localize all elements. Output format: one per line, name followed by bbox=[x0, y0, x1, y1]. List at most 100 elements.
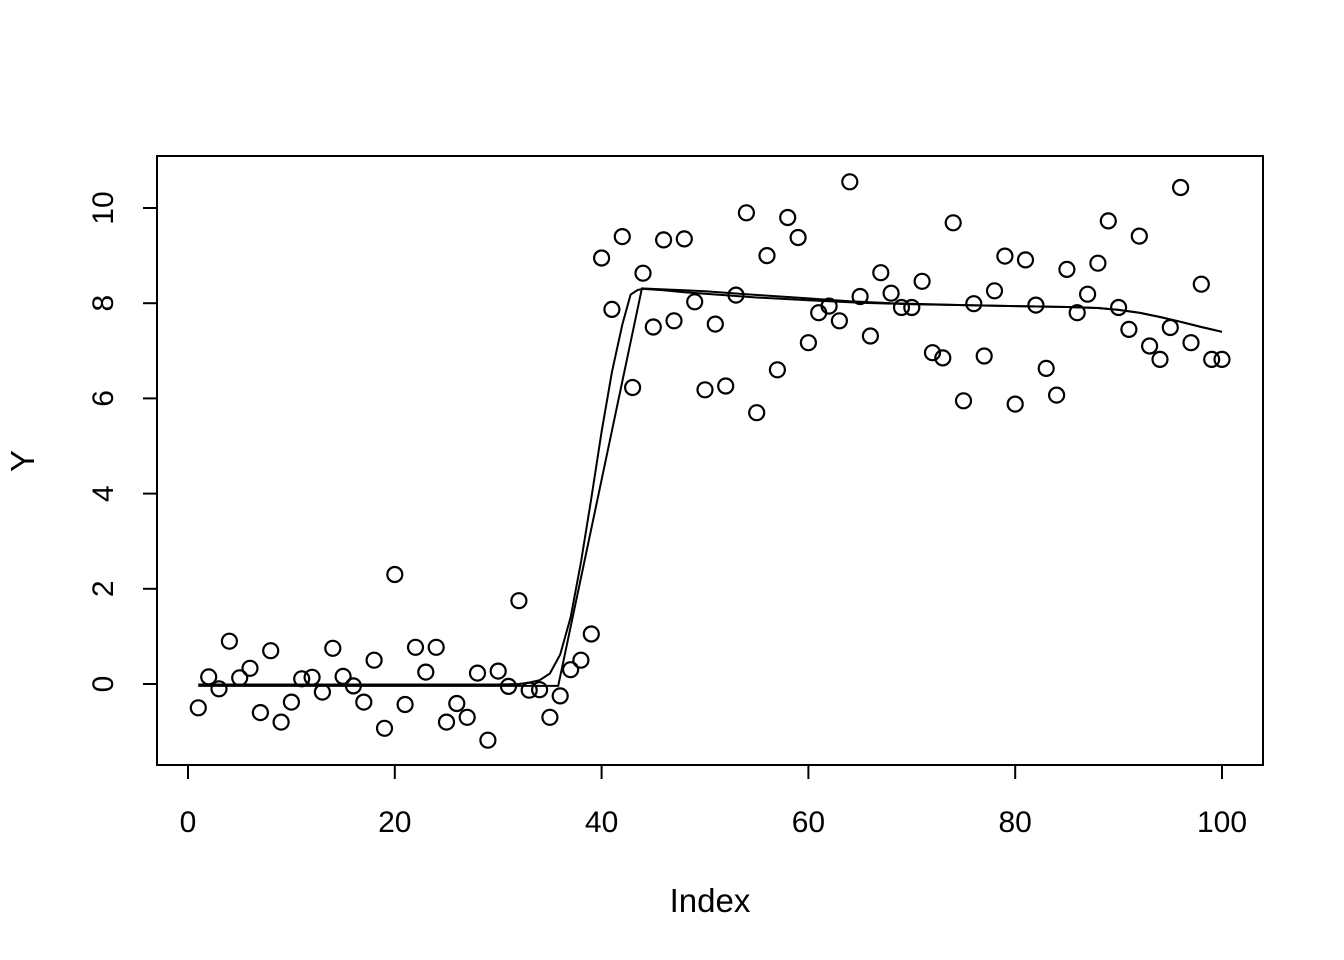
data-point bbox=[903, 298, 921, 317]
data-point bbox=[768, 361, 787, 379]
x-tick-label: 40 bbox=[585, 806, 618, 839]
data-point bbox=[375, 719, 394, 737]
data-point bbox=[417, 663, 435, 681]
data-point bbox=[541, 708, 559, 726]
data-point bbox=[623, 378, 642, 397]
data-point bbox=[985, 282, 1004, 300]
data-point bbox=[468, 664, 487, 682]
data-point bbox=[882, 284, 900, 302]
data-point bbox=[479, 731, 497, 749]
data-point bbox=[696, 381, 714, 399]
data-point bbox=[934, 349, 952, 367]
data-point bbox=[1182, 334, 1200, 352]
data-point bbox=[406, 638, 425, 656]
data-point bbox=[189, 699, 207, 717]
data-point bbox=[437, 713, 456, 731]
data-point bbox=[561, 661, 580, 679]
data-point bbox=[427, 638, 445, 656]
data-point bbox=[1120, 320, 1138, 338]
data-point bbox=[1203, 350, 1221, 368]
data-point bbox=[675, 230, 693, 248]
data-points bbox=[189, 173, 1231, 749]
data-point bbox=[603, 300, 621, 318]
data-point bbox=[1089, 254, 1107, 272]
data-point bbox=[954, 392, 973, 410]
data-point bbox=[282, 693, 300, 711]
data-point bbox=[551, 687, 569, 705]
data-point bbox=[851, 287, 869, 306]
data-point bbox=[386, 565, 404, 584]
data-point bbox=[210, 680, 228, 698]
x-axis-label: Index bbox=[670, 882, 751, 919]
data-point bbox=[665, 312, 683, 330]
data-point bbox=[913, 272, 931, 290]
data-point bbox=[1099, 212, 1117, 230]
data-point bbox=[1192, 275, 1210, 293]
data-point bbox=[530, 681, 549, 699]
data-point bbox=[1068, 304, 1086, 322]
x-axis-tick-labels: 0 20 40 60 80 100 bbox=[180, 806, 1247, 839]
y-tick-label: 2 bbox=[87, 580, 120, 597]
data-point bbox=[923, 344, 942, 362]
x-tick-label: 20 bbox=[378, 806, 411, 839]
data-point bbox=[841, 173, 859, 191]
data-point bbox=[1140, 337, 1159, 355]
x-tick-label: 100 bbox=[1197, 806, 1247, 839]
data-point bbox=[458, 708, 476, 726]
y-axis-label: Y bbox=[4, 450, 41, 472]
y-axis-tick-labels: 0 2 4 6 8 10 bbox=[87, 191, 120, 692]
data-point bbox=[789, 228, 807, 247]
data-point bbox=[1006, 395, 1024, 413]
data-point bbox=[1078, 285, 1097, 303]
y-tick-label: 8 bbox=[87, 295, 120, 312]
data-point bbox=[644, 318, 662, 336]
x-tick-label: 80 bbox=[999, 806, 1032, 839]
smooth-fit-line bbox=[198, 287, 1223, 686]
data-point bbox=[965, 295, 983, 313]
y-tick-label: 10 bbox=[87, 191, 120, 224]
data-point bbox=[944, 214, 962, 232]
data-point bbox=[1037, 359, 1055, 377]
data-point bbox=[324, 639, 342, 657]
segmented-fit-line bbox=[198, 287, 1223, 687]
data-point bbox=[799, 334, 818, 352]
data-point bbox=[220, 632, 238, 650]
data-point bbox=[592, 249, 611, 267]
x-axis-ticks bbox=[187, 765, 1223, 779]
data-point bbox=[1058, 260, 1076, 278]
y-axis-ticks bbox=[143, 207, 157, 685]
data-point bbox=[686, 293, 704, 311]
data-point bbox=[572, 651, 590, 669]
data-point bbox=[1016, 251, 1035, 269]
plot-box bbox=[156, 155, 1264, 766]
data-point bbox=[872, 264, 890, 282]
data-point bbox=[717, 377, 735, 395]
data-point bbox=[355, 693, 373, 711]
data-point bbox=[758, 247, 776, 265]
y-tick-label: 4 bbox=[87, 485, 120, 502]
data-point bbox=[582, 625, 600, 643]
data-point bbox=[706, 315, 724, 333]
y-tick-label: 0 bbox=[87, 676, 120, 693]
data-point bbox=[892, 298, 911, 317]
data-point bbox=[634, 264, 652, 282]
data-point bbox=[1171, 178, 1190, 197]
data-point bbox=[1109, 298, 1128, 317]
data-point bbox=[654, 231, 673, 249]
data-point bbox=[489, 662, 507, 680]
data-point bbox=[1130, 227, 1148, 245]
data-point bbox=[448, 694, 466, 713]
data-point bbox=[241, 659, 259, 677]
data-point bbox=[613, 228, 631, 246]
data-point bbox=[303, 668, 321, 686]
data-point bbox=[262, 642, 280, 660]
data-point bbox=[396, 695, 414, 714]
data-point bbox=[737, 204, 756, 222]
data-point bbox=[1047, 386, 1066, 404]
data-point bbox=[861, 327, 880, 345]
x-tick-label: 0 bbox=[180, 806, 197, 839]
data-point bbox=[510, 592, 528, 610]
x-tick-label: 60 bbox=[792, 806, 825, 839]
